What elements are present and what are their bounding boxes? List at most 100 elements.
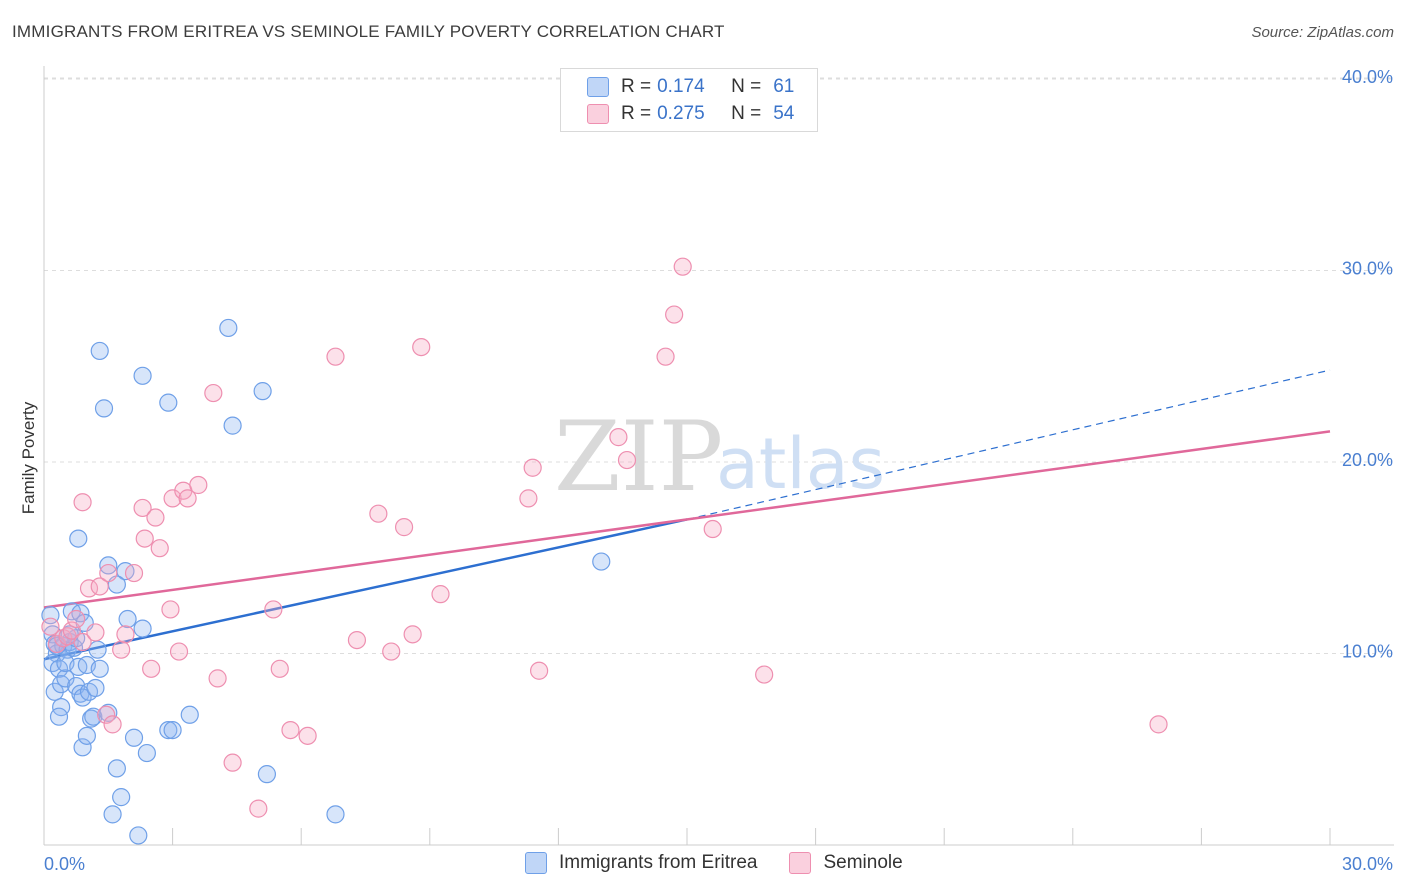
data-point: [665, 305, 684, 324]
legend-row-seminole: R = 0.275 N = 54: [587, 101, 794, 127]
legend-n-value: 61: [773, 76, 795, 97]
data-point: [112, 788, 131, 807]
data-point: [90, 659, 109, 678]
legend-swatch-eritrea: [525, 852, 547, 874]
data-point: [326, 347, 345, 366]
legend-r-value: 0.174: [657, 76, 705, 97]
data-point: [412, 338, 431, 357]
data-point: [161, 600, 180, 619]
trend-line-dashed: [686, 369, 1331, 521]
data-point: [298, 726, 317, 745]
data-point: [163, 720, 182, 740]
data-point: [382, 642, 401, 661]
data-point: [116, 625, 135, 644]
data-point: [394, 518, 414, 537]
watermark-atlas: atlas: [716, 423, 885, 505]
data-point: [208, 669, 227, 688]
trend-line-solid: [43, 518, 688, 661]
data-point: [223, 753, 242, 772]
data-point: [118, 609, 137, 629]
data-point: [656, 347, 675, 366]
data-point: [592, 552, 611, 571]
data-point: [97, 705, 116, 724]
data-point: [264, 600, 283, 619]
axis-labels: 10.0% 20.0% 30.0% 40.0% 0.0% 30.0% Family Pove…: [19, 67, 1393, 874]
data-point: [94, 399, 114, 418]
data-points: [41, 257, 1168, 845]
legend-row-eritrea: R = 0.174 N = 61: [587, 74, 794, 100]
data-point: [180, 705, 199, 724]
data-point: [178, 489, 197, 508]
data-point: [88, 640, 107, 659]
series-blue: [41, 318, 611, 845]
data-point: [137, 743, 156, 763]
data-point: [249, 799, 268, 818]
data-point: [69, 529, 88, 548]
data-point: [62, 621, 81, 640]
data-point: [129, 826, 148, 845]
data-point: [326, 805, 345, 824]
data-point: [99, 556, 118, 575]
data-point: [73, 493, 92, 512]
data-point: [135, 529, 154, 548]
data-point: [124, 563, 144, 583]
data-point: [617, 450, 637, 470]
data-point: [77, 726, 96, 745]
data-point: [90, 577, 109, 596]
data-point: [142, 659, 161, 678]
data-point: [223, 416, 242, 435]
data-point: [159, 393, 178, 412]
data-point: [519, 489, 538, 508]
grid-layer: [44, 77, 1394, 654]
watermark-zip: ZIP: [554, 401, 723, 513]
data-point: [347, 630, 367, 650]
y-axis-label: Family Poverty: [19, 401, 38, 514]
data-point: [253, 382, 272, 401]
data-point: [270, 659, 289, 678]
trend-line-solid: [43, 430, 1331, 609]
source-label: Source: ZipAtlas.com: [1251, 24, 1394, 41]
legend-r-value: 0.275: [657, 103, 705, 124]
axis-layer: [43, 66, 1394, 846]
legend-n-value: 54: [773, 103, 795, 124]
y-tick-label: 10.0%: [1342, 642, 1393, 662]
data-point: [112, 640, 131, 659]
data-point: [369, 504, 388, 523]
data-point: [523, 458, 542, 477]
data-point: [133, 366, 152, 385]
data-point: [403, 625, 422, 644]
legend-r-label: R =: [621, 76, 652, 97]
data-point: [673, 257, 692, 276]
data-point: [86, 623, 105, 642]
x-tick-label: 30.0%: [1342, 854, 1393, 874]
chart-title: IMMIGRANTS FROM ERITREA VS SEMINOLE FAMI…: [12, 22, 725, 41]
y-tick-label: 30.0%: [1342, 259, 1393, 279]
data-point: [755, 665, 774, 684]
data-point: [204, 383, 223, 403]
y-tick-label: 20.0%: [1342, 450, 1393, 470]
legend-label-eritrea: Immigrants from Eritrea: [559, 852, 758, 873]
data-point: [73, 738, 92, 757]
legend-swatch-pink: [587, 104, 609, 124]
data-point: [86, 678, 105, 698]
data-point: [281, 720, 300, 740]
y-tick-label: 40.0%: [1342, 67, 1393, 87]
correlation-legend: R = 0.174 N = 61 R = 0.275 N = 54: [560, 68, 818, 132]
data-point: [1149, 715, 1168, 734]
trend-lines: [43, 369, 1331, 661]
legend-swatch-blue: [587, 77, 609, 97]
data-point: [219, 318, 238, 338]
data-point: [159, 720, 178, 740]
data-point: [169, 642, 189, 661]
data-point: [133, 498, 152, 518]
data-point: [124, 728, 144, 747]
data-point: [41, 617, 60, 636]
data-point: [103, 715, 122, 734]
legend-r-label: R =: [621, 103, 652, 124]
x-tick-label: 0.0%: [44, 854, 85, 874]
data-point: [146, 508, 165, 527]
data-point: [133, 619, 152, 638]
data-point: [67, 609, 86, 629]
data-point: [99, 563, 118, 583]
